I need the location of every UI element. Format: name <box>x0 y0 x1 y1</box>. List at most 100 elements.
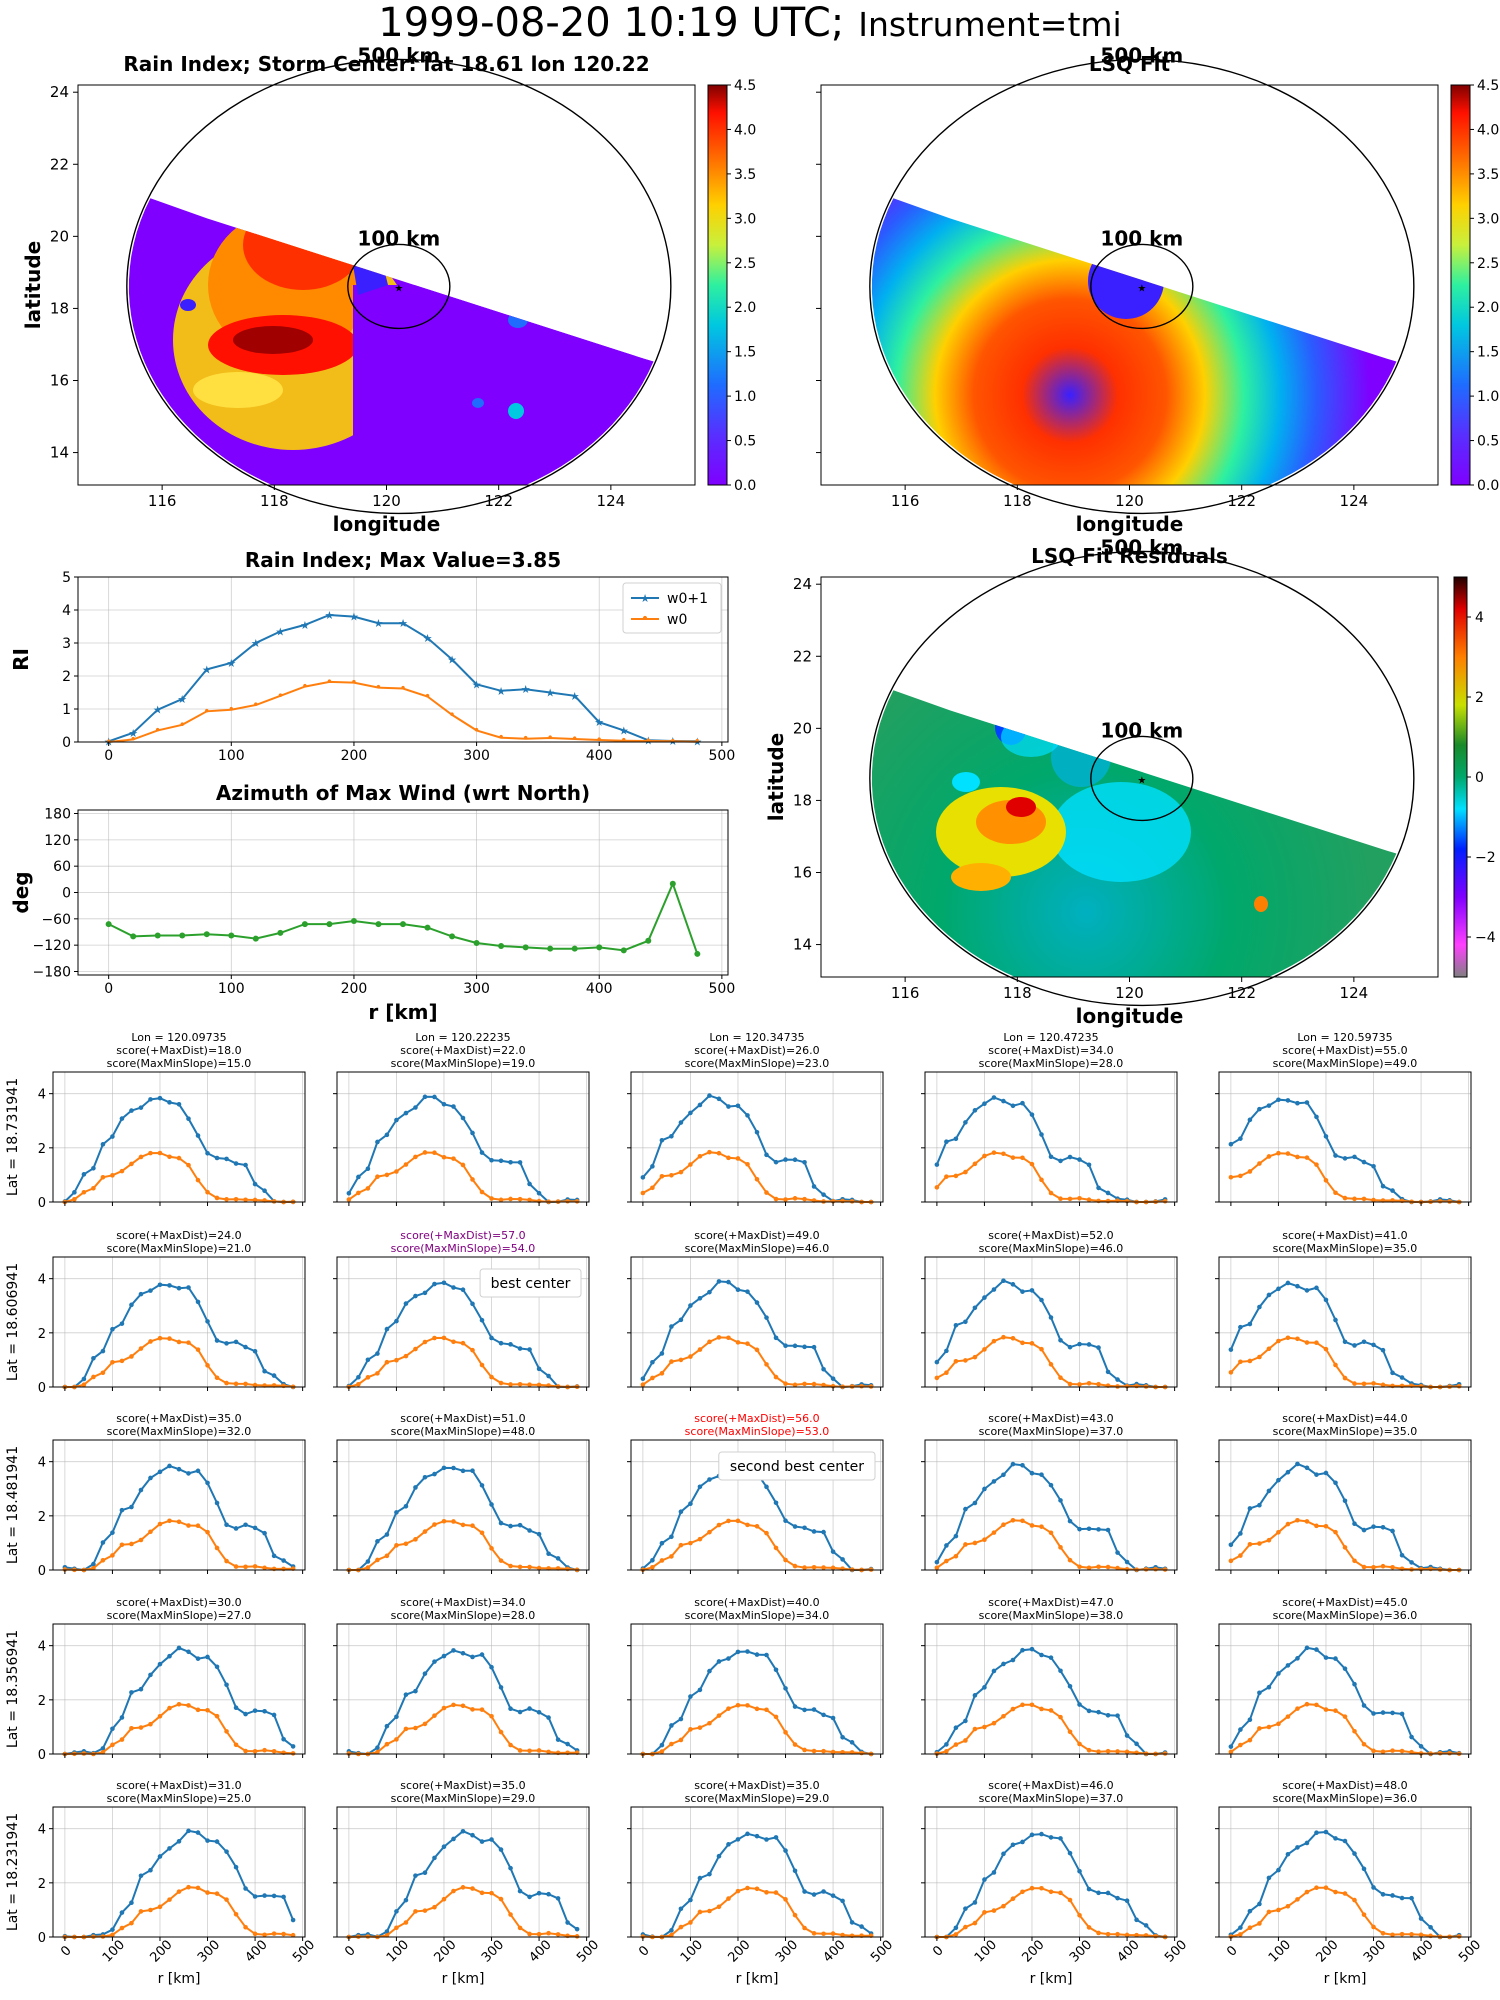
data-point <box>1314 1340 1319 1346</box>
data-point <box>764 1315 769 1320</box>
data-point <box>413 1485 418 1490</box>
data-point <box>764 1837 769 1842</box>
data-point <box>735 1888 741 1894</box>
data-point <box>451 1888 456 1894</box>
data-point <box>944 1370 949 1375</box>
data-point <box>1010 1103 1016 1109</box>
data-point <box>403 1920 409 1925</box>
data-point <box>365 1357 371 1363</box>
plot-area <box>1219 1807 1471 1937</box>
x-tick-label: 100 <box>972 1937 1000 1965</box>
data-point <box>1105 1527 1111 1533</box>
data-point <box>138 1725 144 1730</box>
data-point <box>754 1652 760 1657</box>
y-tick-label: 0 <box>38 1196 46 1211</box>
data-point <box>403 1897 409 1903</box>
data-point <box>944 1543 949 1548</box>
data-point <box>384 1326 390 1332</box>
data-point <box>1380 1749 1386 1755</box>
x-tick-label: 116 <box>891 984 920 1002</box>
data-point <box>707 1668 712 1674</box>
data-point <box>243 1381 248 1387</box>
data-point <box>802 1565 807 1570</box>
data-point <box>517 1748 523 1753</box>
data-point <box>1333 1480 1338 1486</box>
plot-area <box>53 1257 305 1387</box>
data-point <box>1399 1931 1405 1937</box>
data-point <box>1228 1749 1234 1755</box>
data-point <box>81 1376 87 1382</box>
data-point <box>1228 1174 1234 1180</box>
data-point <box>403 1353 409 1359</box>
x-tick-label: 0 <box>104 981 113 997</box>
data-point <box>991 1479 997 1484</box>
panel-score-maxdist: score(+MaxDist)=51.0 <box>400 1412 525 1425</box>
panel-xlabel: r [km] <box>158 1971 201 1987</box>
data-point <box>1257 1304 1262 1310</box>
data-point <box>271 1931 277 1936</box>
data-point <box>167 1100 172 1105</box>
data-point <box>441 1705 447 1711</box>
circle-100km-label: 100 km <box>1100 226 1183 250</box>
data-point <box>1333 1708 1338 1713</box>
data-point <box>214 1545 220 1551</box>
data-point <box>764 1530 769 1536</box>
data-point <box>1304 1519 1310 1524</box>
data-point <box>1058 1836 1063 1841</box>
data-point <box>697 1102 703 1108</box>
panel-lat-label: Lat = 18.731941 <box>5 1078 21 1196</box>
circle-100km <box>1090 735 1194 822</box>
data-point <box>233 1564 239 1569</box>
data-point <box>792 1343 798 1349</box>
data-point <box>830 1749 836 1755</box>
data-point <box>508 1563 513 1569</box>
data-point <box>811 1184 817 1189</box>
data-point <box>1115 1713 1120 1718</box>
data-point <box>1228 1141 1234 1147</box>
data-point <box>1096 1345 1101 1350</box>
data-point <box>1380 1710 1386 1715</box>
y-tick-label: 4 <box>38 1088 46 1103</box>
panel-score-maxminslope: score(MaxMinSlope)=53.0 <box>685 1425 830 1438</box>
data-point <box>119 1116 125 1121</box>
colorbar-tick-label: 4.5 <box>734 78 756 94</box>
data-point <box>356 1174 361 1180</box>
data-point <box>252 1197 258 1203</box>
plot-area <box>631 1807 883 1937</box>
data-point <box>451 1104 456 1109</box>
data-point <box>473 939 480 946</box>
data-point: ★ <box>300 619 310 632</box>
data-point <box>1105 1712 1111 1718</box>
data-point <box>489 1837 494 1842</box>
figure-title-datetime: 1999-08-20 10:19 UTC; <box>378 0 845 46</box>
x-tick-label: 300 <box>1361 1937 1389 1965</box>
data-point <box>138 1873 144 1879</box>
data-point <box>1342 1156 1348 1161</box>
data-point <box>186 1116 191 1122</box>
data-point <box>1257 1690 1262 1696</box>
circle-500km-label: 500 km <box>357 43 440 67</box>
data-point <box>176 1701 182 1707</box>
data-point <box>669 1534 674 1540</box>
data-point <box>384 1929 390 1934</box>
data-point: • <box>154 723 161 737</box>
data-point <box>659 1749 665 1754</box>
data-point <box>195 1468 201 1474</box>
data-point <box>167 1897 172 1902</box>
data-point <box>811 1892 817 1897</box>
data-point <box>726 1335 731 1341</box>
data-point <box>346 1751 352 1756</box>
y-tick-label: 24 <box>793 575 812 593</box>
rain-index-map: 500 km 100 km ★ 116 118 120 122 124 14 16 18 20 22 24… <box>21 43 756 536</box>
data-point <box>1086 1162 1092 1168</box>
data-point <box>527 1931 532 1937</box>
legend-marker: ★ <box>640 592 650 605</box>
panel-score-maxminslope: score(MaxMinSlope)=54.0 <box>391 1242 536 1255</box>
data-point <box>1409 1895 1414 1901</box>
data-point <box>290 1932 296 1938</box>
data-point <box>991 1908 997 1913</box>
data-point <box>281 1566 286 1572</box>
data-point <box>460 1162 466 1168</box>
data-point <box>811 1381 817 1387</box>
data-point <box>195 1707 201 1713</box>
